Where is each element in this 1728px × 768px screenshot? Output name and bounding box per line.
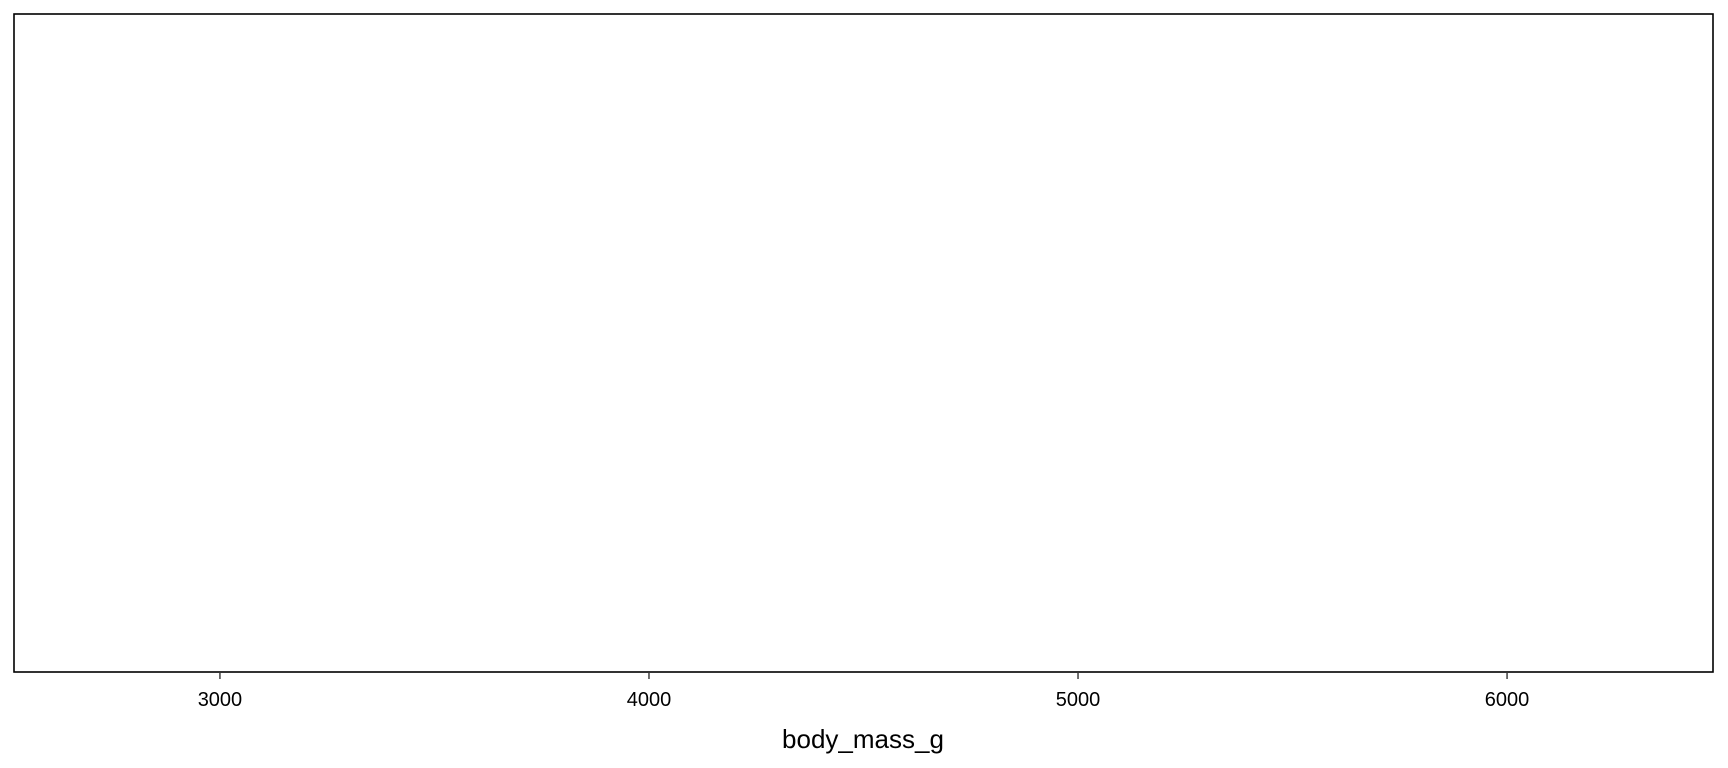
x-axis-title: body_mass_g <box>782 724 944 754</box>
plot-panel <box>13 13 1714 673</box>
x-tick-label: 6000 <box>1485 689 1530 711</box>
x-axis-ticks: 3000 4000 5000 6000 <box>198 672 1530 711</box>
x-tick-label: 4000 <box>627 689 672 711</box>
x-tick-label: 3000 <box>198 689 243 711</box>
x-tick-label: 5000 <box>1056 689 1101 711</box>
